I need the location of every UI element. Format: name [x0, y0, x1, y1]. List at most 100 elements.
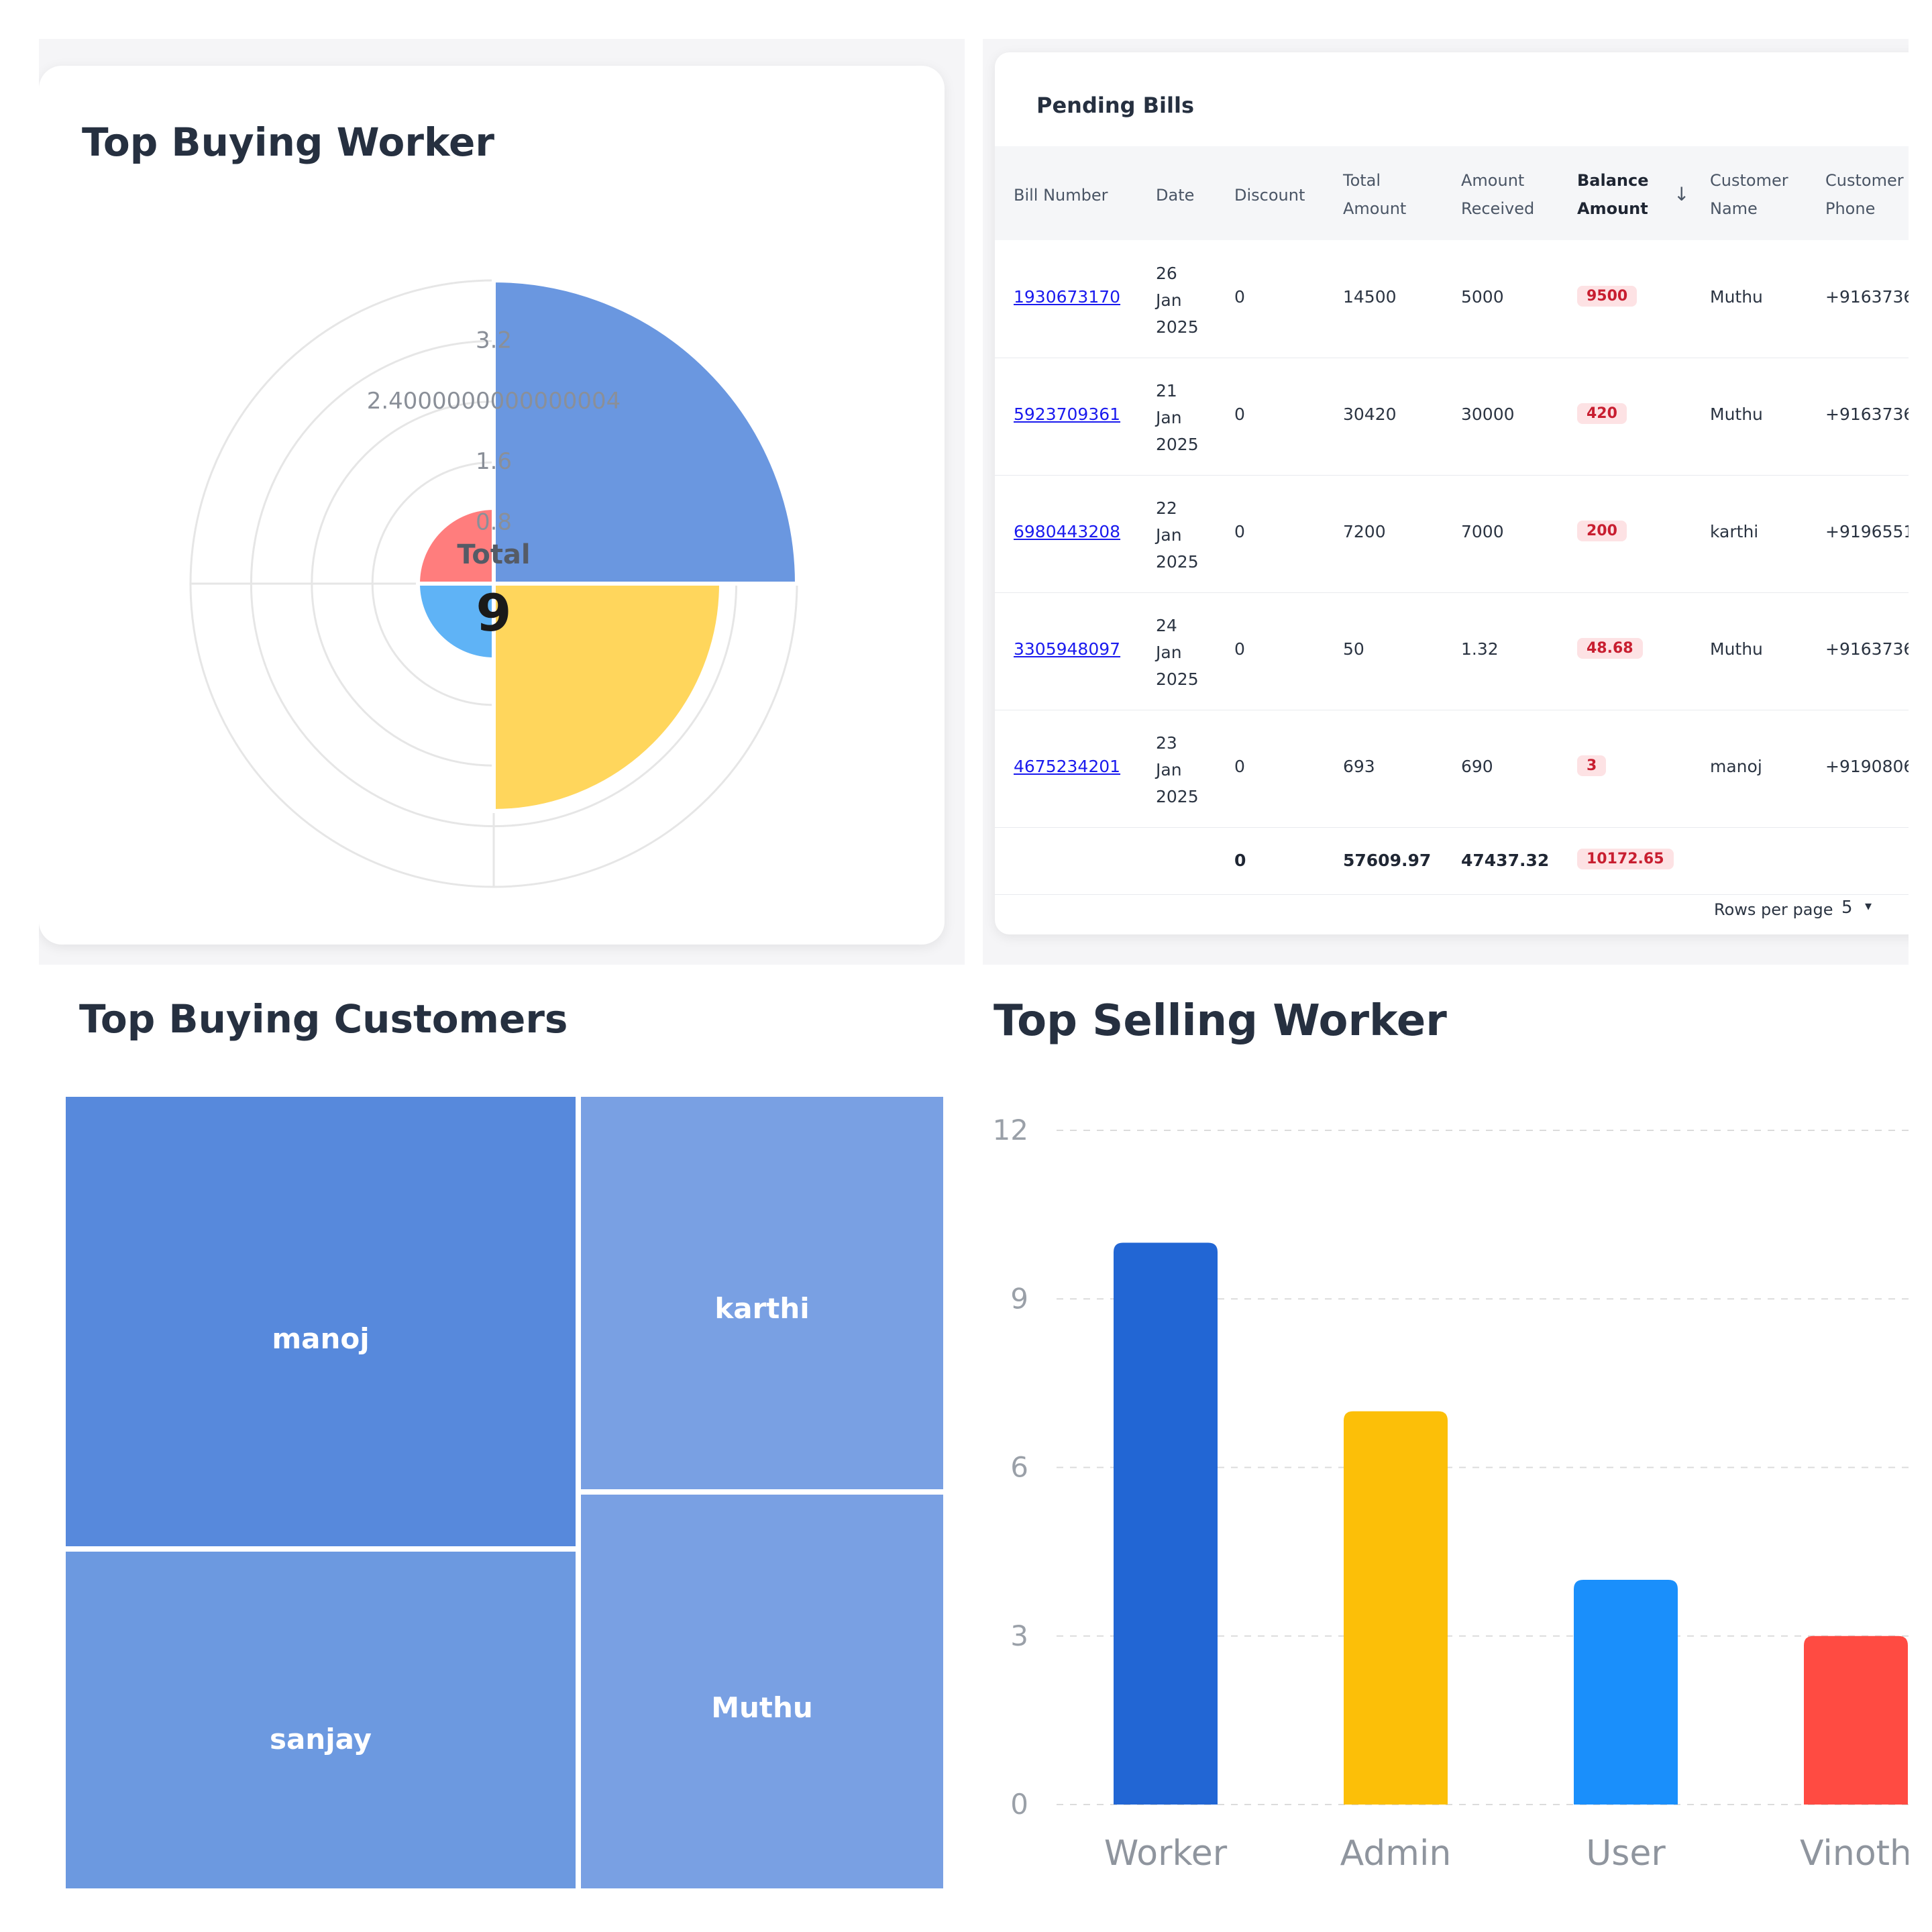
y-tick-label: 12 — [993, 1114, 1028, 1146]
treemap-label: Muthu — [711, 1691, 813, 1724]
top-buying-customers-panel: Top Buying Customers manoj sanjay karthi Mu… — [39, 976, 965, 1915]
col-header-amount-received[interactable]: Amount Received — [1461, 171, 1535, 218]
treemap-cell[interactable] — [581, 1097, 943, 1489]
total-amount-cell: 7200 — [1343, 522, 1386, 541]
y-tick-label: 9 — [1010, 1282, 1028, 1315]
customer-phone-cell: +91637363 — [1825, 405, 1909, 424]
customer-phone-cell: +91637363 — [1825, 287, 1909, 307]
table-row[interactable]: 3305948097 24 Jan 2025 0 50 1.32 48.68 Mut… — [995, 592, 1909, 710]
treemap-cell[interactable] — [581, 1495, 943, 1888]
col-header-balance-amount[interactable]: Balance Amount — [1577, 171, 1649, 218]
col-header-customer-phone[interactable]: Customer Phone — [1825, 171, 1904, 218]
customer-phone-cell: +91965517 — [1825, 522, 1909, 541]
amount-received-cell: 7000 — [1461, 522, 1504, 541]
customer-name-cell: Muthu — [1710, 639, 1763, 659]
customer-name-cell: manoj — [1710, 757, 1762, 776]
total-received-sum: 47437.32 — [1461, 851, 1550, 870]
polar-tick-label: 0.8 — [476, 509, 512, 536]
balance-badge: 48.68 — [1577, 638, 1643, 659]
x-tick-label: Worker — [1104, 1833, 1228, 1874]
discount-cell: 0 — [1234, 522, 1245, 541]
balance-badge: 420 — [1577, 403, 1627, 424]
bar[interactable] — [1114, 1242, 1218, 1805]
bill-number-link[interactable]: 1930673170 — [1014, 287, 1121, 307]
treemap-cell[interactable] — [66, 1552, 576, 1888]
top-buying-worker-title: Top Buying Worker — [82, 119, 494, 165]
table-row[interactable]: 4675234201 23 Jan 2025 0 693 690 3 manoj +… — [995, 710, 1909, 828]
table-row[interactable]: 6980443208 22 Jan 2025 0 7200 7000 200 kar… — [995, 475, 1909, 593]
polar-tick-label: 2.4000000000000004 — [367, 388, 621, 415]
total-amount-sum: 57609.97 — [1343, 851, 1432, 870]
table-row[interactable]: 1930673170 26 Jan 2025 0 14500 5000 9500 M… — [995, 240, 1909, 358]
amount-received-cell: 30000 — [1461, 405, 1515, 424]
polar-wedge[interactable] — [492, 582, 724, 814]
rows-per-page-select[interactable]: 5 — [1841, 898, 1853, 918]
treemap-cell[interactable] — [66, 1097, 576, 1546]
rows-per-page-label: Rows per page — [1714, 900, 1833, 919]
treemap-chart: manoj sanjay karthi Muthu — [66, 1097, 943, 1888]
top-buying-customers-title: Top Buying Customers — [79, 996, 568, 1042]
bill-number-link[interactable]: 5923709361 — [1014, 405, 1121, 424]
pending-bills-card: Pending Bills Bill Number Date Discount … — [995, 52, 1909, 934]
top-selling-worker-panel: Top Selling Worker 0 3 6 9 12 Worker Admin User… — [983, 976, 1909, 1915]
col-header-discount[interactable]: Discount — [1234, 186, 1305, 205]
customer-name-cell: Muthu — [1710, 287, 1763, 307]
bar-chart: 0 3 6 9 12 Worker Admin User Vinoth — [993, 1114, 1909, 1874]
discount-cell: 0 — [1234, 405, 1245, 424]
bill-date: 24 Jan 2025 — [1156, 616, 1199, 689]
table-header: Bill Number Date Discount Total Amount Am… — [995, 146, 1909, 240]
bill-number-link[interactable]: 6980443208 — [1014, 522, 1121, 541]
y-tick-label: 0 — [1010, 1788, 1028, 1821]
polar-wedge[interactable] — [492, 278, 800, 586]
bill-date: 21 Jan 2025 — [1156, 381, 1199, 454]
polar-center-label: Total — [457, 539, 530, 570]
bill-number-link[interactable]: 3305948097 — [1014, 639, 1121, 659]
bill-date: 26 Jan 2025 — [1156, 264, 1199, 337]
col-header-date[interactable]: Date — [1156, 186, 1195, 205]
bill-number-link[interactable]: 4675234201 — [1014, 757, 1121, 776]
caret-down-icon[interactable]: ▾ — [1865, 898, 1872, 914]
total-amount-cell: 693 — [1343, 757, 1375, 776]
treemap-label: sanjay — [270, 1723, 372, 1756]
col-header-customer-name[interactable]: Customer Name — [1710, 171, 1788, 218]
amount-received-cell: 1.32 — [1461, 639, 1499, 659]
top-buying-worker-panel: Top Buying Worker 0.8 1.6 2.40000000000000… — [39, 39, 965, 965]
polar-wedge[interactable] — [415, 582, 496, 662]
bar[interactable] — [1574, 1580, 1678, 1805]
bar[interactable] — [1804, 1635, 1908, 1805]
polar-wedge[interactable] — [415, 505, 496, 586]
discount-cell: 0 — [1234, 287, 1245, 307]
amount-received-cell: 690 — [1461, 757, 1493, 776]
bill-date: 23 Jan 2025 — [1156, 733, 1199, 806]
balance-badge: 9500 — [1577, 286, 1638, 307]
balance-badge: 3 — [1577, 755, 1607, 776]
totals-row: 0 57609.97 47437.32 10172.65 — [995, 827, 1909, 895]
polar-tick-label: 1.6 — [476, 448, 512, 475]
bar[interactable] — [1344, 1411, 1448, 1805]
table-row[interactable]: 5923709361 21 Jan 2025 0 30420 30000 420 M… — [995, 358, 1909, 476]
top-selling-worker-title: Top Selling Worker — [994, 996, 1447, 1046]
x-tick-label: Admin — [1340, 1833, 1452, 1874]
polar-center-value: 9 — [476, 583, 512, 643]
total-discount: 0 — [1234, 851, 1246, 870]
col-header-bill-number[interactable]: Bill Number — [1014, 186, 1108, 205]
y-tick-label: 3 — [1010, 1619, 1028, 1652]
total-amount-cell: 30420 — [1343, 405, 1397, 424]
polar-tick-label: 3.2 — [476, 327, 512, 354]
discount-cell: 0 — [1234, 639, 1245, 659]
treemap-label: karthi — [714, 1292, 809, 1325]
x-tick-label: Vinoth — [1800, 1833, 1909, 1874]
treemap-label: manoj — [272, 1322, 369, 1355]
total-amount-cell: 14500 — [1343, 287, 1397, 307]
x-tick-label: User — [1586, 1833, 1666, 1874]
customer-name-cell: Muthu — [1710, 405, 1763, 424]
col-header-total-amount[interactable]: Total Amount — [1343, 171, 1407, 218]
discount-cell: 0 — [1234, 757, 1245, 776]
pending-bills-panel: Pending Bills Bill Number Date Discount … — [983, 39, 1909, 965]
customer-phone-cell: +91637363 — [1825, 639, 1909, 659]
sort-arrow-down-icon[interactable]: ↓ — [1674, 183, 1690, 205]
balance-badge: 200 — [1577, 521, 1627, 541]
y-tick-label: 6 — [1010, 1451, 1028, 1484]
total-amount-cell: 50 — [1343, 639, 1364, 659]
bill-date: 22 Jan 2025 — [1156, 498, 1199, 572]
